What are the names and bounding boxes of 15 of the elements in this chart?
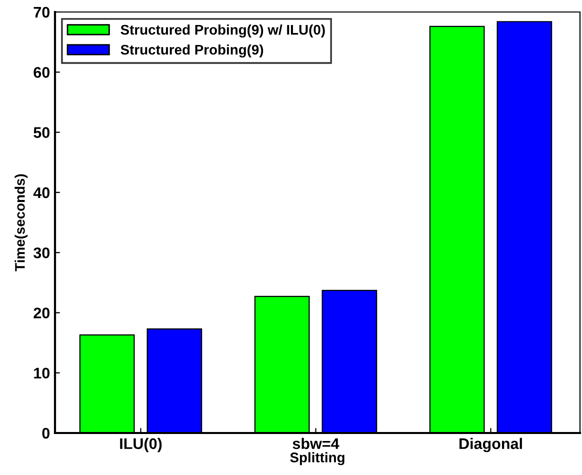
y-tick-label: 50 <box>34 127 50 138</box>
x-tick-label: sbw=4 <box>292 438 340 450</box>
legend-label: Structured Probing(9) w/ ILU(0) <box>120 24 325 38</box>
y-tick-label: 40 <box>33 187 50 198</box>
legend-label: Structured Probing(9) <box>120 44 264 58</box>
y-tick-label: 0 <box>42 428 50 439</box>
y-tick-label: 70 <box>34 6 50 18</box>
x-axis-title: Splitting <box>290 452 344 466</box>
y-tick-label: 60 <box>34 67 50 78</box>
x-tick-label: Diagonal <box>460 438 522 452</box>
y-tick-label: 10 <box>34 368 50 379</box>
x-tick-label: ILU(0) <box>120 438 162 452</box>
y-tick-label: 20 <box>34 308 50 318</box>
y-axis-title: Time(seconds) <box>14 174 28 272</box>
y-tick-label: 30 <box>34 247 50 258</box>
